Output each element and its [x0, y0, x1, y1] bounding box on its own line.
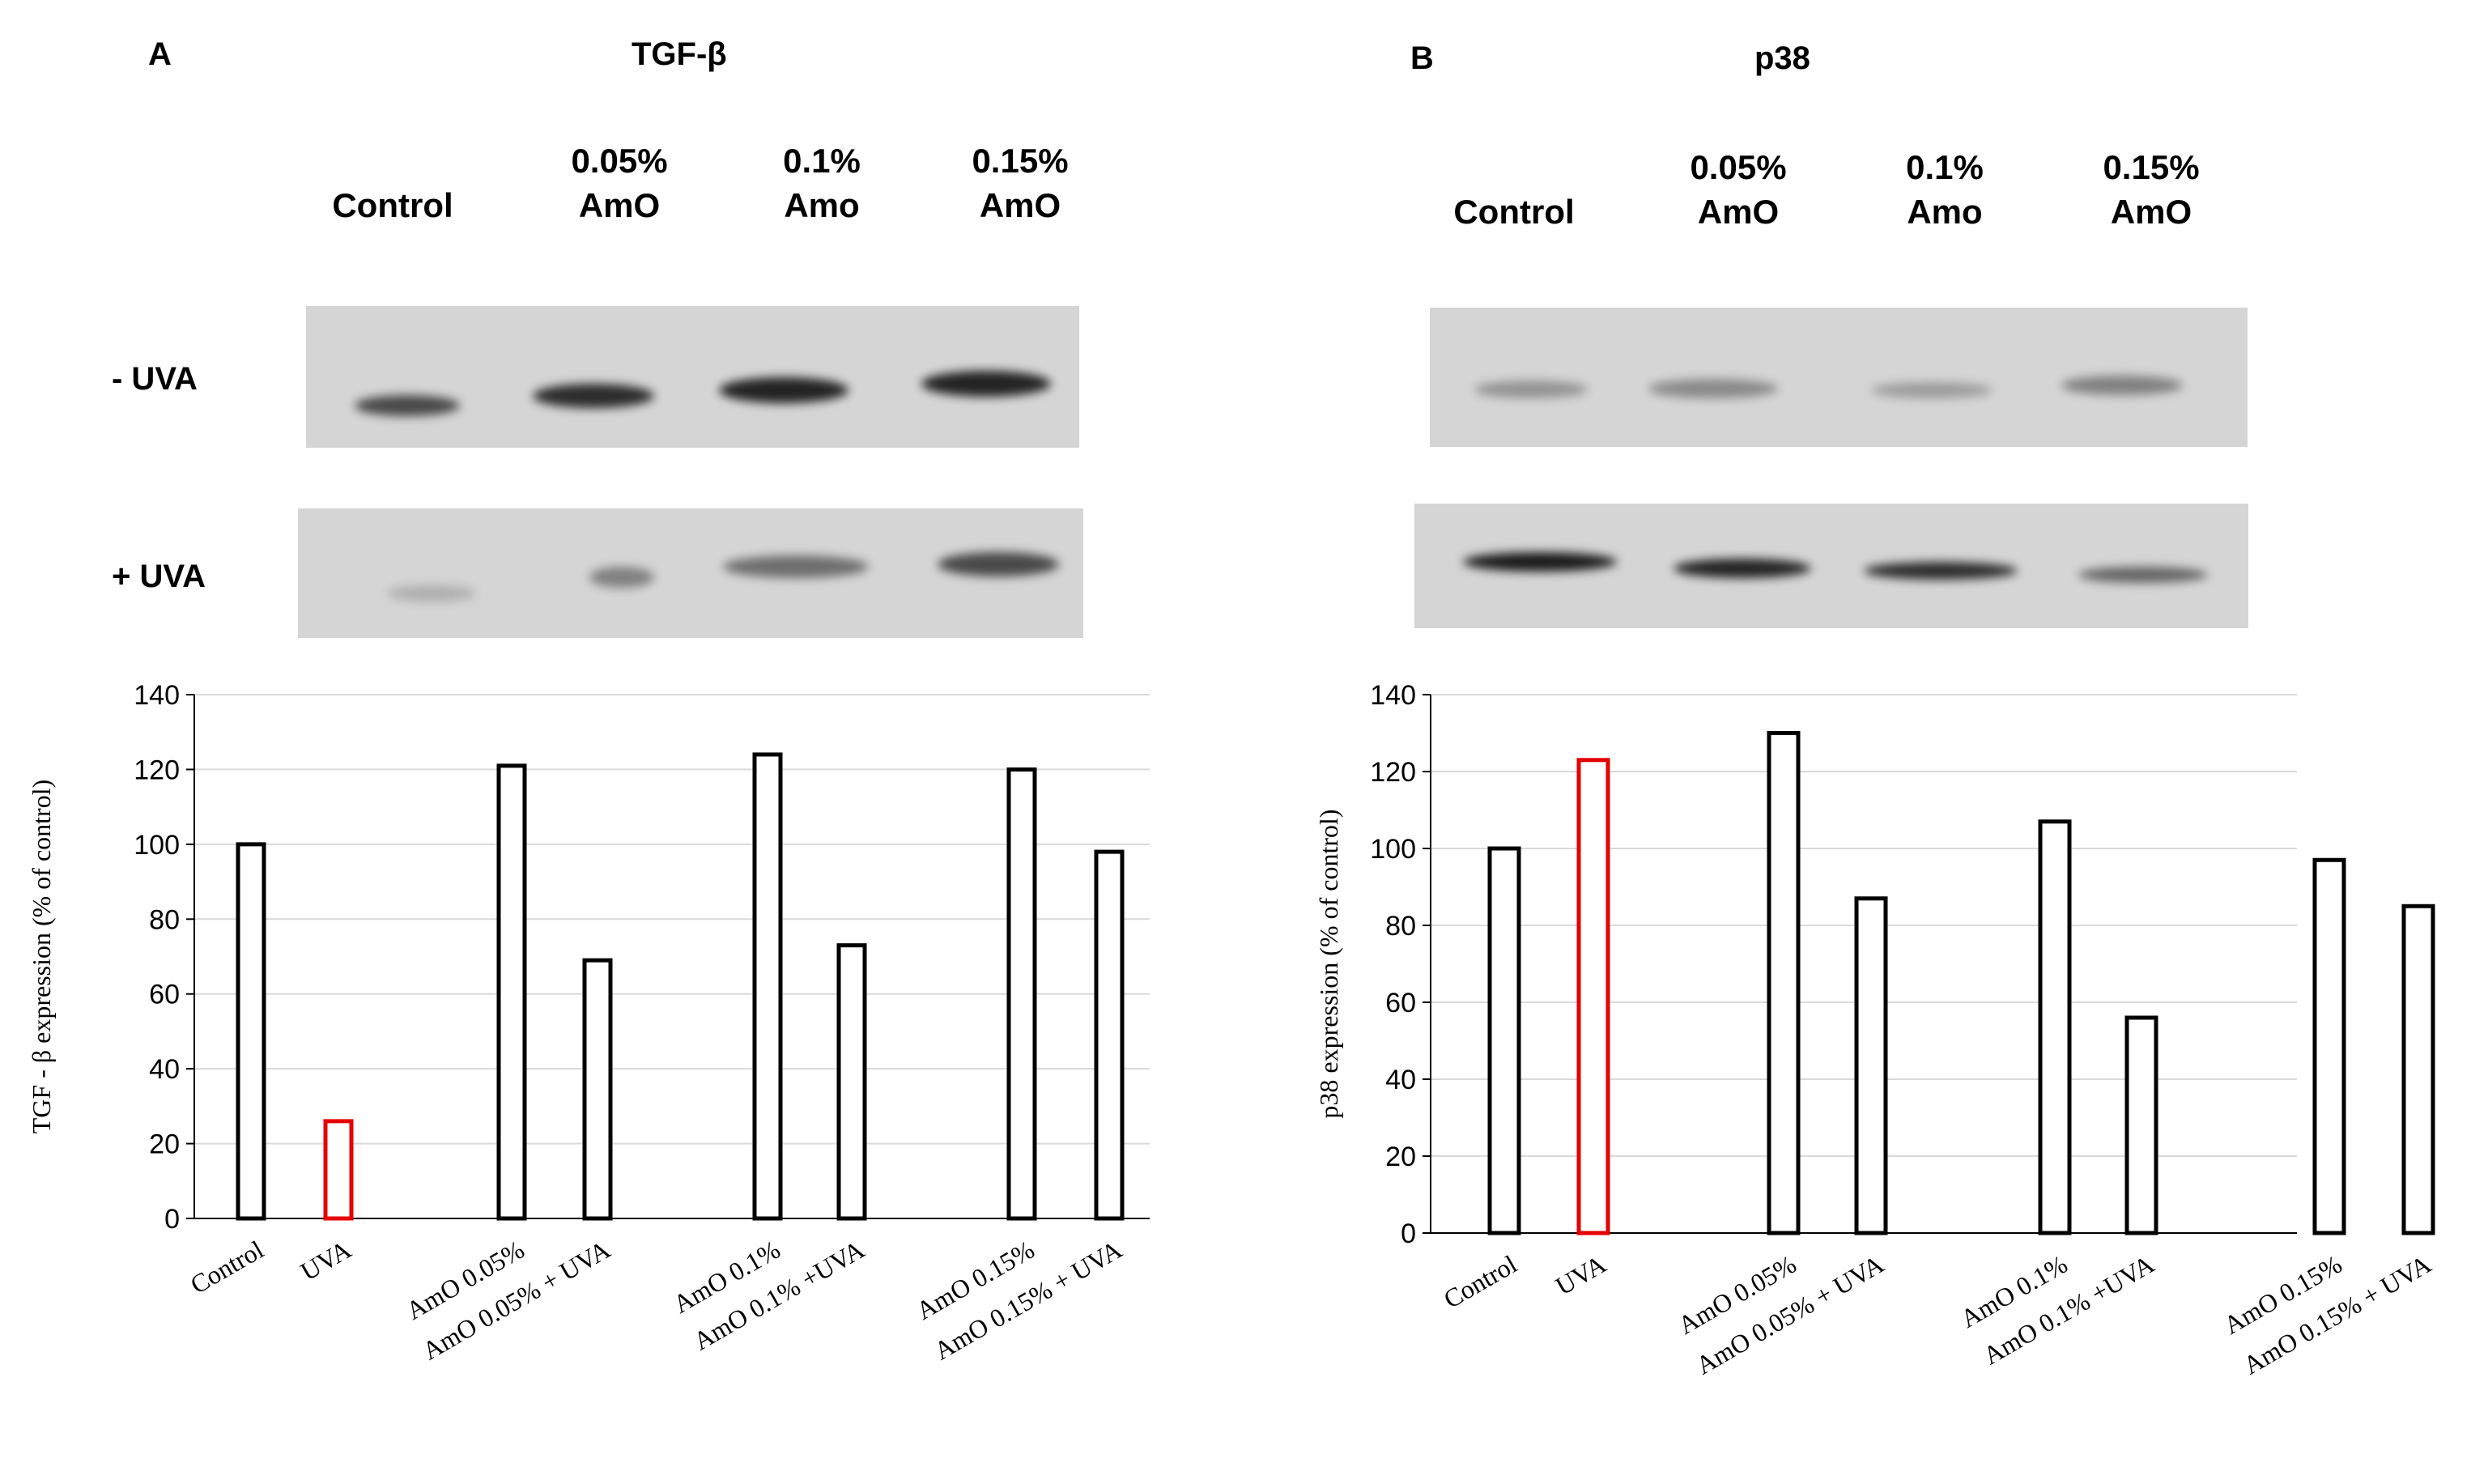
western-blot-minus-uva — [306, 306, 1079, 448]
western-blot-minus-uva — [1430, 308, 2248, 447]
blot-band — [719, 377, 848, 403]
lane-header-line2: Amo — [784, 186, 860, 224]
blot-band — [1648, 379, 1778, 398]
panel-a: A TGF-β Control 0.05% AmO 0.1% Amo 0.15%… — [27, 36, 1150, 1366]
lane-header: 0.1% Amo — [741, 139, 903, 228]
blot-band — [1871, 382, 1993, 398]
bar-uva — [1576, 758, 1610, 1235]
lane-header: 0.05% AmO — [1657, 146, 1819, 235]
lane-header-line2: AmO — [1697, 193, 1780, 231]
y-tick-label: 140 — [134, 680, 180, 711]
x-category-label: UVA — [296, 1235, 355, 1286]
y-axis-label: p38 expression (% of control) — [1314, 809, 1343, 1118]
x-category-label: Control — [1439, 1249, 1522, 1314]
y-tick-label: 140 — [1370, 680, 1416, 711]
bar-chart-p38: 0 20 40 60 80 100 120 140 p38 expression (% of c… — [1314, 680, 2436, 1380]
y-tick-label: 0 — [164, 1204, 180, 1235]
panel-b: B p38 Control 0.05% AmO 0.1% Amo 0.15% A… — [1244, 0, 2488, 1484]
lane-header-line2: AmO — [2110, 193, 2192, 231]
x-category-label: Control — [185, 1235, 269, 1299]
blot-band — [387, 585, 476, 602]
lane-header-line2: Amo — [1907, 193, 1983, 231]
bar — [2401, 904, 2435, 1235]
lane-header-line1: 0.15% — [972, 142, 1069, 180]
bar — [2038, 819, 2072, 1235]
blot-band — [1864, 562, 2018, 580]
bar — [1487, 846, 1521, 1235]
lane-header-line2: AmO — [578, 186, 661, 224]
blot-band — [355, 395, 460, 416]
row-label-minus-uva: - UVA — [112, 361, 198, 397]
lane-header-line2: AmO — [979, 186, 1061, 224]
lane-header-line2: Control — [1453, 193, 1575, 231]
y-tick-label: 120 — [1370, 757, 1416, 788]
lane-header: Control — [312, 139, 474, 228]
lane-header-line1: 0.1% — [783, 142, 861, 180]
y-tick-label: 40 — [1385, 1065, 1416, 1095]
row-label-plus-uva: + UVA — [112, 559, 206, 594]
blot-band — [2061, 376, 2183, 395]
y-tick-label: 20 — [149, 1129, 180, 1160]
y-tick-label: 60 — [1385, 988, 1416, 1018]
bar — [1006, 767, 1037, 1221]
y-tick-label: 0 — [1401, 1218, 1416, 1249]
bar — [496, 763, 527, 1221]
panel-label: B — [1410, 40, 1434, 76]
lane-header-line1: 0.15% — [2103, 148, 2200, 186]
blot-band — [533, 384, 654, 408]
panel-label: A — [148, 36, 172, 72]
blot-band — [938, 552, 1059, 576]
lane-header-line1: 0.1% — [1906, 148, 1984, 186]
blot-band — [589, 567, 654, 588]
lane-header-line2: Control — [332, 186, 453, 224]
y-tick-label: 80 — [1385, 911, 1416, 942]
y-tick-label: 100 — [1370, 834, 1416, 865]
lane-header: 0.05% AmO — [538, 139, 700, 228]
bar — [236, 842, 266, 1221]
blot-band — [2078, 567, 2208, 583]
lane-header-line1: 0.05% — [1690, 148, 1787, 186]
bar — [836, 943, 867, 1221]
panel-title: TGF-β — [632, 36, 727, 72]
lane-header: 0.15% AmO — [939, 139, 1101, 228]
bar — [1767, 731, 1801, 1235]
panel-title: p38 — [1754, 40, 1810, 76]
lane-header: 0.15% AmO — [2070, 146, 2232, 235]
blot-band — [921, 371, 1051, 397]
y-axis-label: TGF - β expression (% of control) — [27, 780, 56, 1134]
y-tick-label: 20 — [1385, 1142, 1416, 1172]
bar-chart-tgf-beta: 0 20 40 60 80 100 120 140 TGF - β expression (% … — [27, 680, 1150, 1366]
western-blot-plus-uva — [298, 508, 1083, 638]
lane-header-line1: 0.05% — [571, 142, 668, 180]
bar — [1094, 849, 1125, 1221]
blot-band — [1463, 552, 1617, 572]
blot-band — [1474, 381, 1588, 398]
bar — [2312, 857, 2346, 1235]
y-tick-label: 80 — [149, 904, 180, 935]
y-tick-label: 100 — [134, 830, 180, 861]
bar — [2124, 1015, 2158, 1235]
bar — [1854, 896, 1888, 1235]
blot-band — [1674, 559, 1811, 578]
y-tick-label: 40 — [149, 1054, 180, 1085]
bar — [582, 958, 613, 1221]
bar-uva — [323, 1119, 354, 1221]
lane-header: Control — [1433, 146, 1595, 235]
bar — [752, 752, 783, 1221]
x-category-label: UVA — [1550, 1249, 1610, 1301]
lane-header: 0.1% Amo — [1864, 146, 2026, 235]
y-tick-label: 120 — [134, 755, 180, 785]
y-tick-label: 60 — [149, 980, 180, 1010]
blot-band — [723, 555, 869, 578]
western-blot-plus-uva — [1414, 504, 2248, 628]
